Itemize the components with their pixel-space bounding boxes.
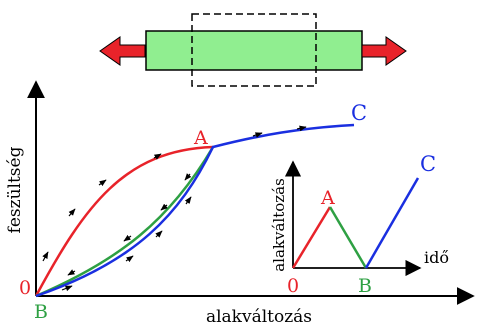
- inset-plot: alakváltozás idő 0 A B C: [270, 152, 449, 297]
- inset-segment-blue: [364, 177, 420, 269]
- direction-arrow: [153, 153, 162, 160]
- main-curves: [34, 123, 355, 298]
- direction-arrow: [61, 285, 73, 292]
- main-x-axis-label: alakváltozás: [206, 307, 312, 327]
- direction-arrow: [42, 251, 49, 262]
- direction-arrow: [98, 179, 107, 187]
- main-point-a-label: A: [193, 127, 208, 149]
- direction-arrow: [252, 132, 263, 138]
- inset-point-a-label: A: [320, 187, 335, 209]
- main-point-c-label: C: [351, 101, 367, 125]
- reloading-curve-blue: [35, 123, 355, 298]
- direction-arrow: [160, 203, 168, 211]
- main-y-axis-label: feszültség: [5, 146, 25, 233]
- loading-curve-red: [34, 145, 214, 297]
- left-arrow-icon: [99, 36, 146, 66]
- direction-arrow: [125, 255, 134, 263]
- main-origin-label: 0: [19, 277, 31, 299]
- inset-origin-label: 0: [287, 275, 299, 297]
- original-outline: [191, 13, 317, 87]
- inset-point-c-label: C: [420, 152, 436, 176]
- direction-arrows: [42, 125, 307, 292]
- main-point-b-label: B: [34, 301, 48, 323]
- direction-arrow: [155, 230, 163, 238]
- inset-point-b-label: B: [358, 275, 372, 297]
- inset-segment-green: [328, 206, 368, 269]
- inset-x-axis-label: idő: [424, 248, 449, 267]
- direction-arrow: [68, 208, 76, 217]
- inset-segment-red: [291, 206, 332, 269]
- unloading-curve-green: [35, 146, 215, 298]
- direction-arrow: [123, 234, 132, 242]
- specimen-illustration: [99, 13, 407, 87]
- specimen-bar: [145, 30, 363, 71]
- right-arrow-icon: [361, 36, 407, 66]
- main-labels: feszültség alakváltozás 0 B A C: [5, 101, 367, 327]
- inset-y-axis-label: alakváltozás: [270, 178, 288, 272]
- direction-arrow: [184, 173, 192, 181]
- direction-arrow: [67, 269, 76, 276]
- direction-arrow: [296, 125, 307, 132]
- main-axes: [27, 80, 475, 305]
- direction-arrow: [184, 196, 192, 205]
